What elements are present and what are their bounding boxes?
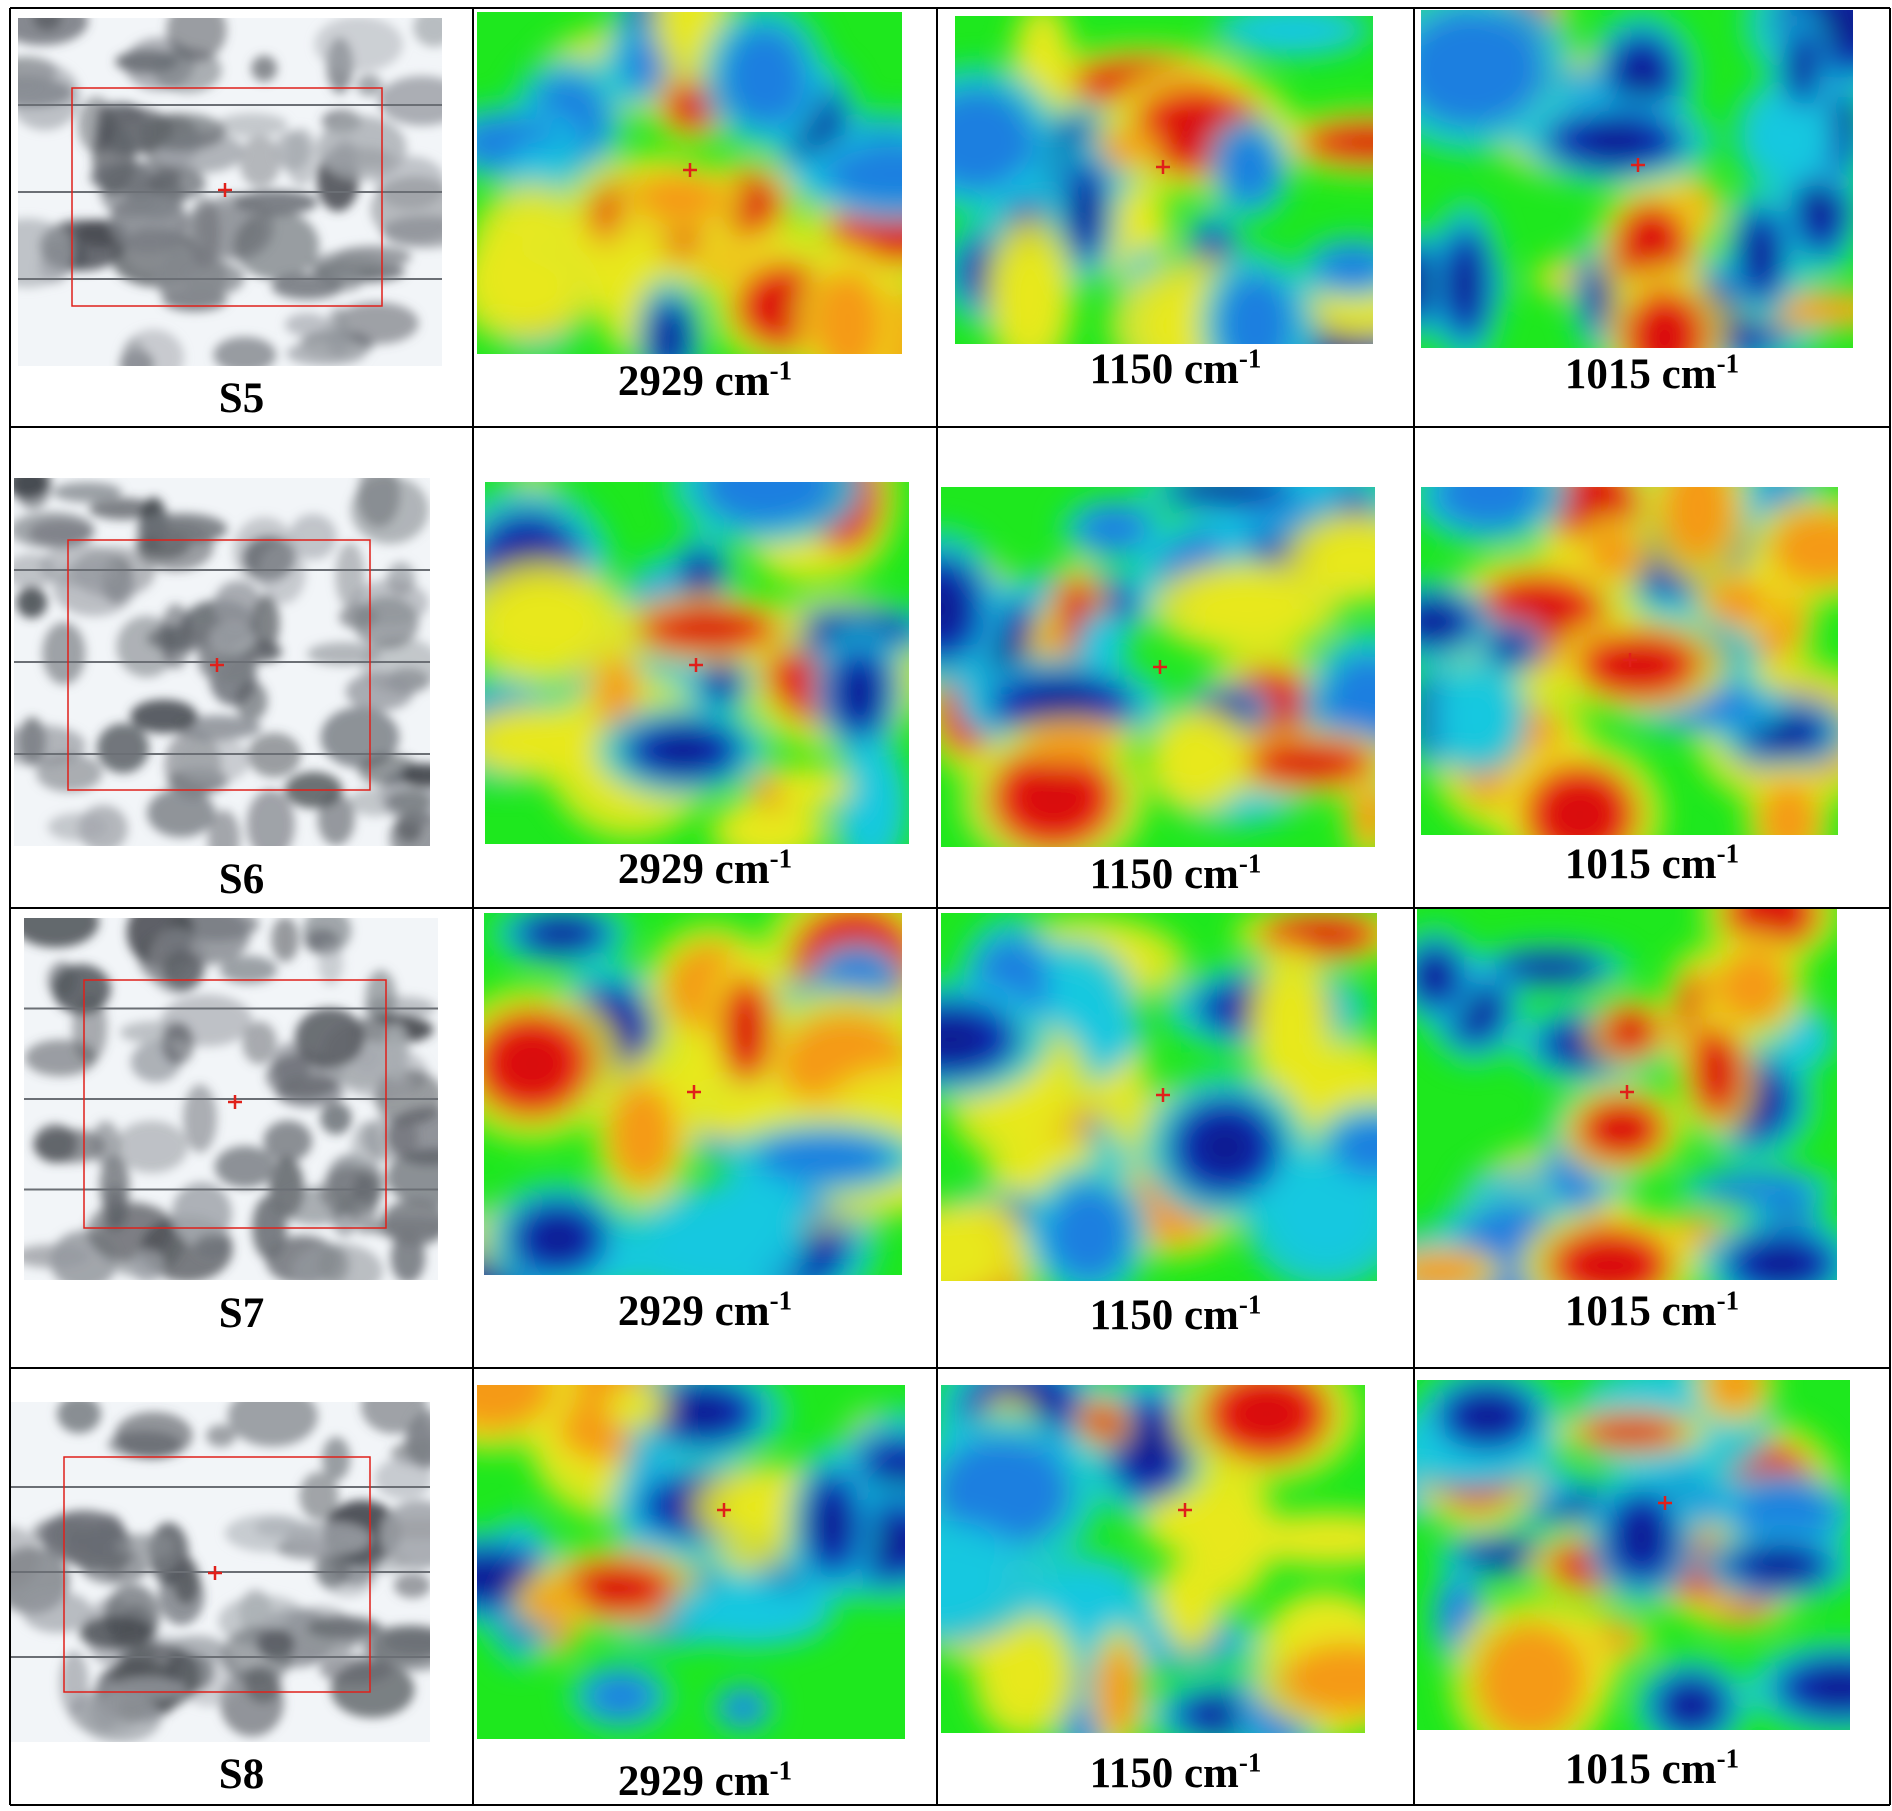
- chemical-map-s7-1: [484, 913, 902, 1275]
- crosshair-marker: [1156, 160, 1170, 174]
- crosshair-marker: [1153, 660, 1167, 674]
- crosshair-marker: [689, 658, 703, 672]
- wavenumber-exponent: -1: [769, 1285, 793, 1316]
- chemical-map-s8-1: [477, 1385, 905, 1739]
- wavenumber-label-text: 2929 cm: [617, 358, 770, 405]
- chemical-map-s6-1: [485, 482, 909, 844]
- sample-label-text: S5: [218, 375, 265, 422]
- crosshair-marker: [1658, 1496, 1672, 1510]
- wavenumber-label-text: 2929 cm: [617, 846, 770, 893]
- micrograph-s8: [10, 1402, 430, 1742]
- wavenumber-label-text: 1015 cm: [1564, 1288, 1717, 1335]
- crosshair-marker: [1178, 1503, 1192, 1517]
- crosshair-marker: [1623, 653, 1637, 667]
- chemical-map-s8-3: [1417, 1380, 1850, 1730]
- wavenumber-label-text: 1015 cm: [1564, 351, 1717, 398]
- chemical-map-s7-2: [941, 913, 1377, 1281]
- selection-rectangle: [63, 1456, 371, 1693]
- wavenumber-exponent: -1: [1716, 1743, 1740, 1774]
- chemical-map-s5-2: [955, 16, 1373, 344]
- selection-rectangle: [83, 979, 387, 1229]
- wavenumber-label-text: 1150 cm: [1089, 851, 1239, 898]
- wavenumber-label-text: 1150 cm: [1089, 346, 1239, 393]
- chemical-map-s6-3: [1421, 487, 1838, 835]
- wavenumber-label: 1015 cm-1: [1414, 1287, 1890, 1335]
- wavenumber-label: 1150 cm-1: [937, 1749, 1414, 1797]
- crosshair-marker: [687, 1085, 701, 1099]
- wavenumber-label: 2929 cm-1: [473, 357, 937, 405]
- crosshair-marker: [717, 1503, 731, 1517]
- crosshair-marker: [1156, 1088, 1170, 1102]
- micrograph-s5: [18, 18, 442, 366]
- wavenumber-exponent: -1: [1716, 348, 1740, 379]
- wavenumber-label-text: 1015 cm: [1564, 841, 1717, 888]
- chemical-map-s8-2: [941, 1385, 1365, 1733]
- wavenumber-exponent: -1: [769, 843, 793, 874]
- wavenumber-label: 1150 cm-1: [937, 345, 1414, 393]
- wavenumber-label: 1015 cm-1: [1414, 350, 1890, 398]
- micrograph-s7: [24, 918, 438, 1280]
- crosshair-marker: [1631, 158, 1645, 172]
- wavenumber-label: 1150 cm-1: [937, 1291, 1414, 1339]
- sample-label: S5: [10, 377, 473, 420]
- sample-label-text: S6: [218, 856, 265, 903]
- wavenumber-exponent: -1: [769, 355, 793, 386]
- sample-label-text: S7: [218, 1290, 265, 1337]
- wavenumber-exponent: -1: [1238, 343, 1262, 374]
- chemical-map-s5-3: [1421, 10, 1853, 348]
- selection-rectangle: [71, 87, 383, 307]
- selection-rectangle: [67, 539, 371, 791]
- wavenumber-label: 1015 cm-1: [1414, 840, 1890, 888]
- crosshair-marker: [1620, 1085, 1634, 1099]
- wavenumber-label: 2929 cm-1: [473, 845, 937, 893]
- wavenumber-label: 1150 cm-1: [937, 850, 1414, 898]
- wavenumber-exponent: -1: [1716, 1285, 1740, 1316]
- wavenumber-label-text: 1150 cm: [1089, 1292, 1239, 1339]
- crosshair-marker: [208, 1566, 222, 1580]
- sample-label: S6: [10, 858, 473, 901]
- sample-label: S7: [10, 1292, 473, 1335]
- wavenumber-label-text: 2929 cm: [617, 1288, 770, 1335]
- wavenumber-exponent: -1: [1238, 1289, 1262, 1320]
- chemical-map-s5-1: [477, 12, 902, 354]
- wavenumber-exponent: -1: [1238, 848, 1262, 879]
- chemical-map-s6-2: [941, 487, 1375, 847]
- sample-label-text: S8: [218, 1751, 265, 1798]
- wavenumber-exponent: -1: [769, 1755, 793, 1786]
- wavenumber-label: 2929 cm-1: [473, 1757, 937, 1805]
- wavenumber-label-text: 1015 cm: [1564, 1746, 1717, 1793]
- chemical-map-s7-3: [1417, 908, 1837, 1280]
- sample-label: S8: [10, 1753, 473, 1796]
- crosshair-marker: [218, 183, 232, 197]
- wavenumber-label: 1015 cm-1: [1414, 1745, 1890, 1793]
- crosshair-marker: [228, 1095, 242, 1109]
- crosshair-marker: [683, 163, 697, 177]
- micrograph-s6: [14, 478, 430, 846]
- wavenumber-exponent: -1: [1238, 1747, 1262, 1778]
- crosshair-marker: [210, 658, 224, 672]
- wavenumber-label: 2929 cm-1: [473, 1287, 937, 1335]
- wavenumber-label-text: 1150 cm: [1089, 1750, 1239, 1797]
- wavenumber-exponent: -1: [1716, 838, 1740, 869]
- wavenumber-label-text: 2929 cm: [617, 1758, 770, 1805]
